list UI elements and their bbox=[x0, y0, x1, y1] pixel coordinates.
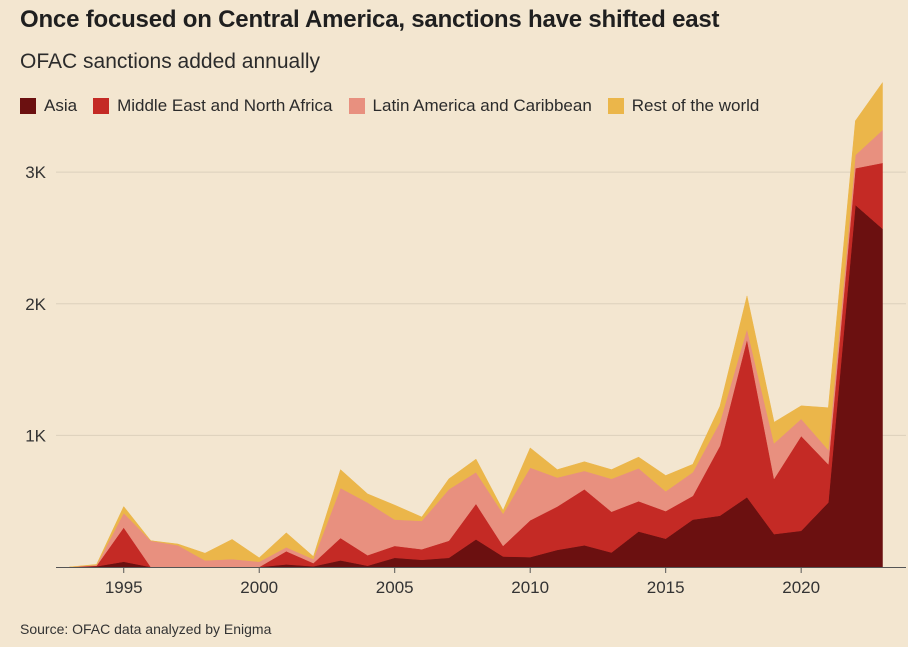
y-tick-label: 1K bbox=[25, 426, 46, 445]
x-tick-label: 2020 bbox=[782, 578, 820, 597]
y-tick-label: 3K bbox=[25, 163, 46, 182]
x-tick-label: 2015 bbox=[647, 578, 685, 597]
legend-item-asia: Asia bbox=[20, 96, 77, 116]
legend: Asia Middle East and North Africa Latin … bbox=[20, 96, 775, 116]
x-tick-label: 1995 bbox=[105, 578, 143, 597]
legend-item-mena: Middle East and North Africa bbox=[93, 96, 333, 116]
x-tick-label: 2005 bbox=[376, 578, 414, 597]
legend-swatch-asia bbox=[20, 98, 36, 114]
legend-item-rest: Rest of the world bbox=[607, 96, 760, 116]
legend-label-latam: Latin America and Caribbean bbox=[372, 96, 592, 115]
source-note: Source: OFAC data analyzed by Enigma bbox=[20, 621, 272, 637]
x-tick-label: 2000 bbox=[240, 578, 278, 597]
legend-swatch-rest bbox=[607, 98, 624, 114]
y-tick-label: 2K bbox=[25, 295, 46, 314]
chart-title: Once focused on Central America, sanctio… bbox=[20, 6, 720, 33]
legend-swatch-mena bbox=[93, 98, 110, 114]
x-tick-label: 2010 bbox=[511, 578, 549, 597]
legend-item-latam: Latin America and Caribbean bbox=[348, 96, 592, 116]
legend-label-asia: Asia bbox=[44, 96, 78, 115]
legend-label-rest: Rest of the world bbox=[631, 96, 760, 115]
area-series-rest-of-the-world bbox=[69, 81, 883, 568]
legend-swatch-latam bbox=[348, 98, 365, 114]
chart-subtitle: OFAC sanctions added annually bbox=[20, 50, 321, 73]
legend-label-mena: Middle East and North Africa bbox=[117, 96, 333, 115]
